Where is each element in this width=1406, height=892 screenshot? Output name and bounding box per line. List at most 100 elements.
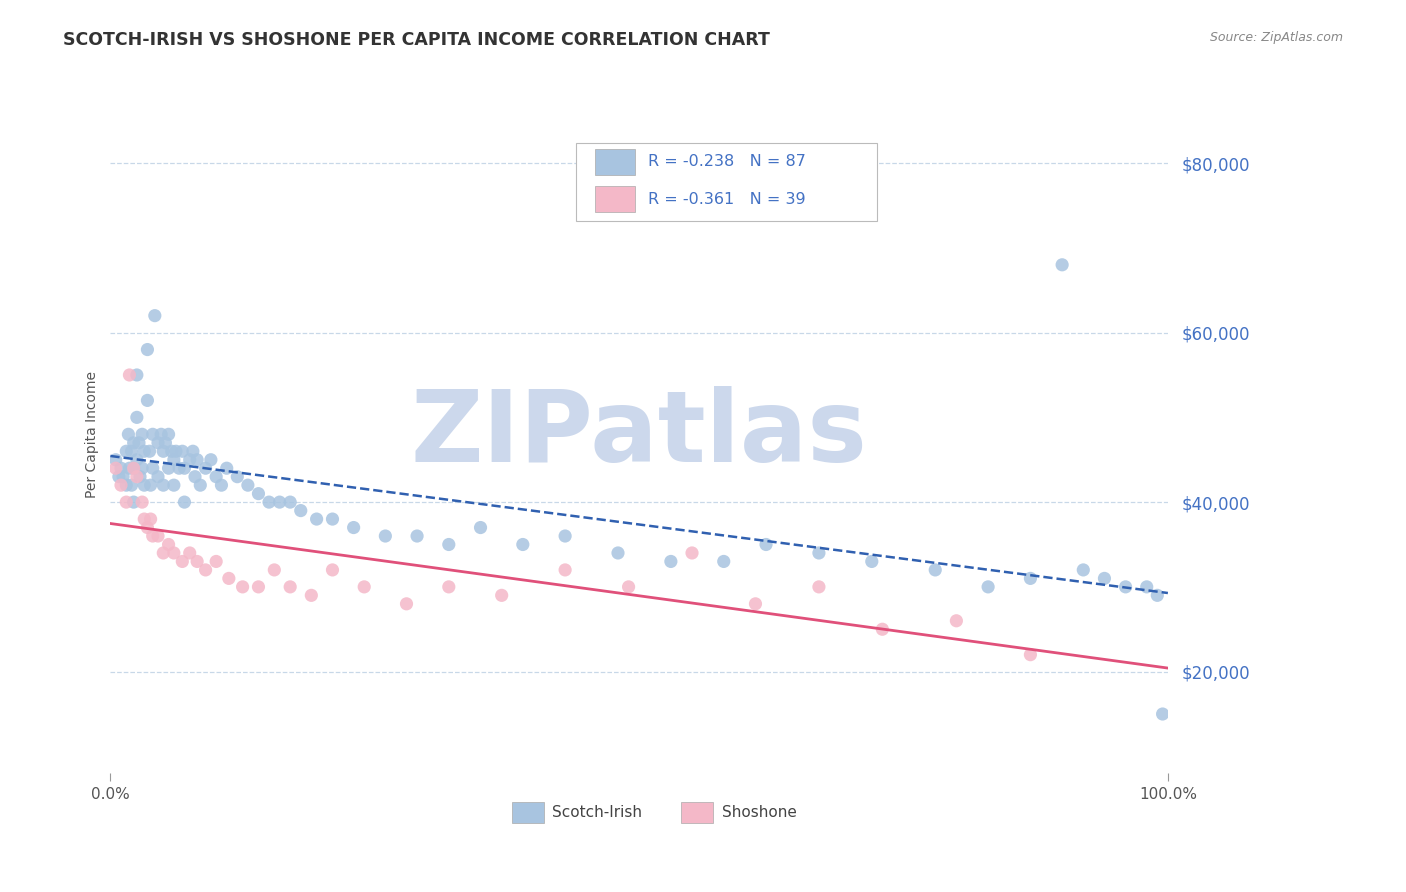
- Point: [125, 368, 148, 382]
- Point: [139, 478, 162, 492]
- Point: [118, 368, 141, 382]
- Point: [977, 580, 1000, 594]
- Bar: [595, 186, 636, 212]
- Point: [129, 469, 152, 483]
- Point: [1019, 571, 1042, 585]
- Point: [247, 580, 270, 594]
- Point: [143, 309, 166, 323]
- Point: [374, 529, 396, 543]
- Point: [155, 435, 177, 450]
- Point: [321, 512, 343, 526]
- Point: [139, 512, 162, 526]
- Point: [236, 478, 259, 492]
- Point: [343, 520, 366, 534]
- Point: [122, 435, 145, 450]
- Point: [406, 529, 429, 543]
- Point: [205, 469, 228, 483]
- Point: [1050, 258, 1073, 272]
- Point: [278, 580, 301, 594]
- Point: [232, 580, 254, 594]
- Point: [131, 427, 153, 442]
- Point: [617, 580, 640, 594]
- Point: [172, 554, 194, 568]
- Point: [142, 461, 165, 475]
- Point: [167, 461, 190, 475]
- Point: [215, 461, 238, 475]
- Point: [142, 529, 165, 543]
- Point: [179, 452, 201, 467]
- Text: R = -0.238   N = 87: R = -0.238 N = 87: [648, 154, 806, 169]
- Point: [269, 495, 291, 509]
- Point: [247, 486, 270, 500]
- Point: [554, 563, 576, 577]
- Point: [257, 495, 280, 509]
- Point: [945, 614, 967, 628]
- Point: [173, 461, 195, 475]
- Point: [186, 554, 208, 568]
- Point: [353, 580, 375, 594]
- Point: [755, 537, 778, 551]
- Point: [110, 461, 132, 475]
- Text: SCOTCH-IRISH VS SHOSHONE PER CAPITA INCOME CORRELATION CHART: SCOTCH-IRISH VS SHOSHONE PER CAPITA INCO…: [63, 31, 770, 49]
- Point: [125, 452, 148, 467]
- Point: [122, 461, 145, 475]
- Point: [659, 554, 682, 568]
- Point: [150, 427, 173, 442]
- Point: [115, 495, 138, 509]
- Point: [138, 444, 160, 458]
- Point: [121, 478, 143, 492]
- Point: [115, 478, 138, 492]
- Point: [163, 478, 186, 492]
- Point: [128, 435, 150, 450]
- Text: Source: ZipAtlas.com: Source: ZipAtlas.com: [1209, 31, 1343, 45]
- Point: [122, 461, 145, 475]
- Point: [108, 469, 131, 483]
- Point: [117, 427, 139, 442]
- Point: [160, 444, 183, 458]
- Point: [681, 546, 703, 560]
- Point: [299, 588, 322, 602]
- Point: [125, 469, 148, 483]
- Point: [152, 444, 174, 458]
- Point: [146, 435, 169, 450]
- Point: [1071, 563, 1094, 577]
- Point: [115, 444, 138, 458]
- Point: [163, 546, 186, 560]
- Point: [395, 597, 418, 611]
- Point: [110, 478, 132, 492]
- Point: [125, 410, 148, 425]
- Bar: [512, 803, 544, 822]
- Point: [134, 512, 156, 526]
- Point: [807, 546, 830, 560]
- Text: Scotch-Irish: Scotch-Irish: [553, 805, 643, 820]
- Y-axis label: Per Capita Income: Per Capita Income: [86, 371, 100, 498]
- Point: [165, 444, 187, 458]
- Point: [263, 563, 285, 577]
- Point: [321, 563, 343, 577]
- Point: [152, 546, 174, 560]
- Point: [226, 469, 249, 483]
- Point: [146, 469, 169, 483]
- Point: [211, 478, 233, 492]
- Point: [172, 444, 194, 458]
- Point: [157, 427, 180, 442]
- Point: [157, 537, 180, 551]
- Point: [136, 343, 159, 357]
- Point: [437, 537, 460, 551]
- Point: [512, 537, 534, 551]
- Bar: [595, 149, 636, 175]
- Point: [131, 495, 153, 509]
- Point: [122, 495, 145, 509]
- Point: [1094, 571, 1116, 585]
- Point: [860, 554, 883, 568]
- Point: [607, 546, 630, 560]
- Point: [146, 529, 169, 543]
- Point: [181, 444, 204, 458]
- Text: Shoshone: Shoshone: [721, 805, 797, 820]
- FancyBboxPatch shape: [575, 143, 877, 220]
- Point: [807, 580, 830, 594]
- Point: [104, 452, 127, 467]
- Point: [554, 529, 576, 543]
- Point: [305, 512, 328, 526]
- Point: [152, 478, 174, 492]
